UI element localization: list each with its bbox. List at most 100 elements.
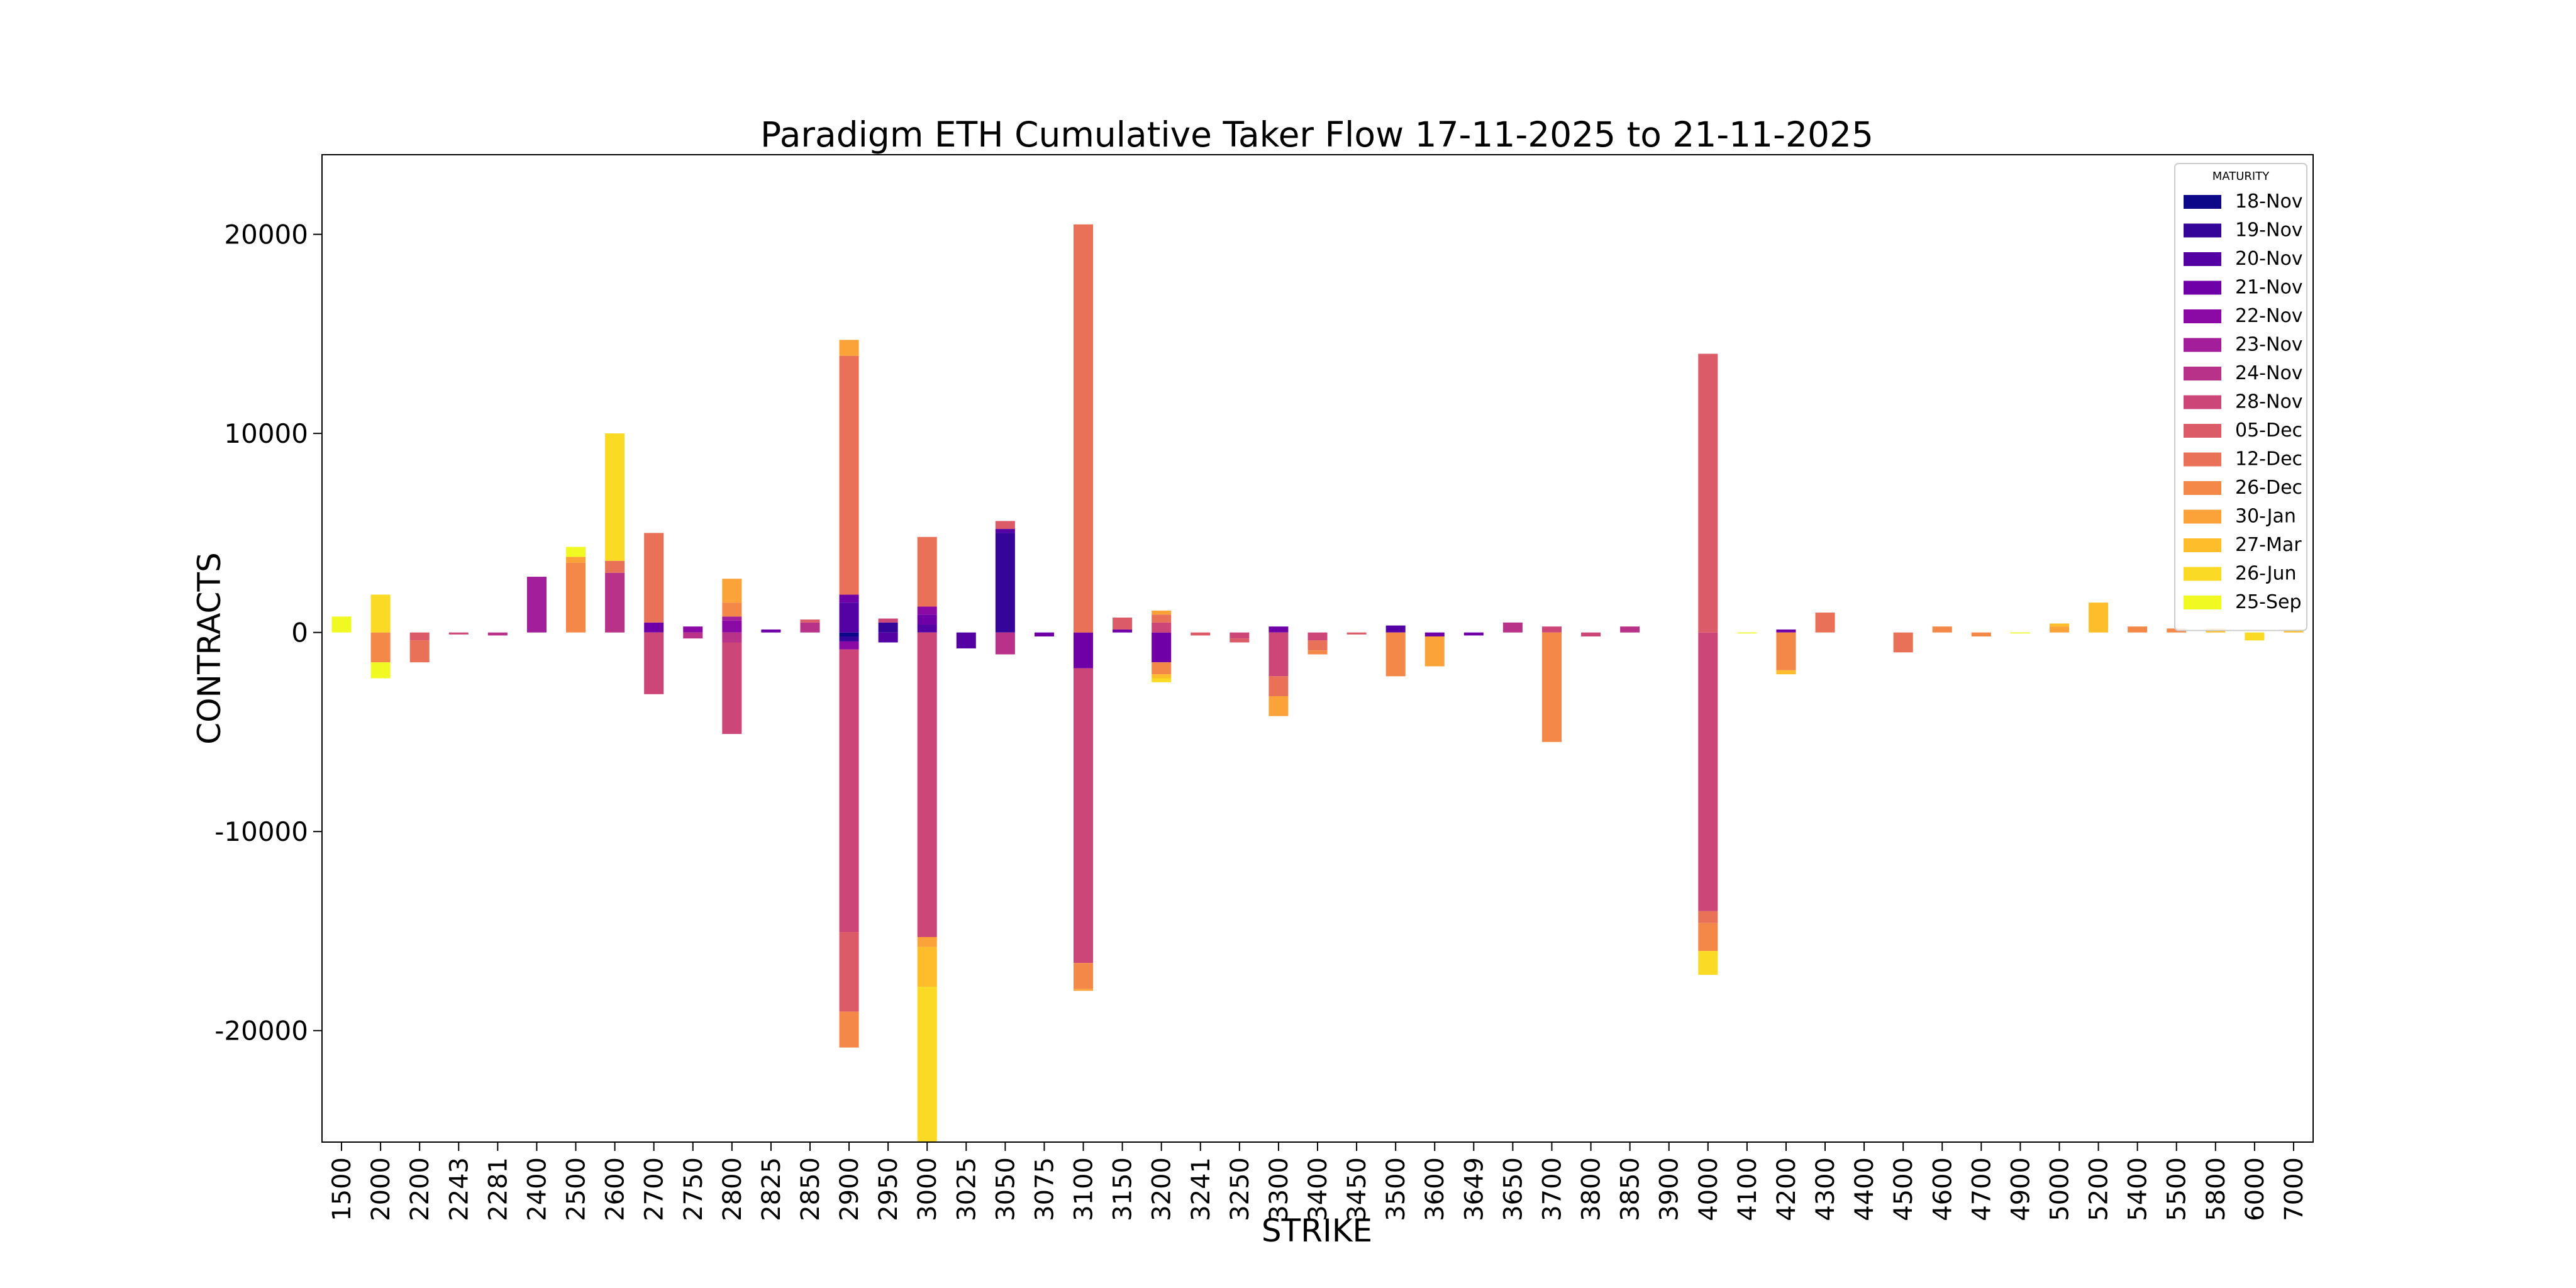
x-tick-label: 4000 [1694, 1157, 1723, 1221]
bar-segment-3100-21-Nov [1074, 632, 1094, 669]
x-tick-label: 5400 [2124, 1157, 2153, 1221]
bar-segment-2900-28-Nov [839, 649, 859, 933]
bar-segment-3000-27-Mar [917, 947, 937, 987]
bar-segment-3200-26-Dec [1152, 662, 1172, 675]
bar-segment-4000-26-Jun [1698, 951, 1718, 975]
y-tick-label: 10000 [224, 418, 308, 449]
bar-segment-3200-30-Jan [1152, 610, 1172, 615]
x-tick-label: 3800 [1577, 1157, 1606, 1221]
bar-segment-4500-12-Dec [1893, 632, 1913, 653]
bar-segment-4000-12-Dec [1698, 911, 1718, 923]
bar-segment-2200-12-Dec [409, 640, 430, 663]
bar-segment-2900-18-Nov [839, 632, 859, 637]
bar-segment-3050-20-Nov [995, 529, 1015, 533]
bar-segment-3150-05-Dec [1113, 617, 1133, 630]
x-tick-label: 5200 [2085, 1157, 2114, 1221]
x-tick-label: 4900 [2006, 1157, 2035, 1221]
x-tick-label: 2950 [874, 1157, 903, 1221]
bar-segment-2000-26-Dec [370, 632, 391, 663]
bar-segment-4200-27-Mar [1776, 670, 1796, 675]
bar-segment-3650-24-Nov [1502, 622, 1523, 633]
x-axis: 1500 2000 2200 2243 2281 2400 2500 2600 2700 2750… [328, 1142, 2309, 1221]
x-tick-label: 3600 [1421, 1157, 1450, 1221]
bar-segment-2800-26-Dec [722, 602, 742, 617]
bar-segment-2850-24-Nov [800, 622, 820, 633]
bar-segment-2900-22-Nov [839, 641, 859, 650]
legend-label-18-Nov: 18-Nov [2235, 191, 2303, 213]
legend-swatch-20-Nov [2184, 252, 2221, 266]
legend-swatch-28-Nov [2184, 395, 2221, 409]
legend-label-23-Nov: 23-Nov [2235, 334, 2303, 356]
bar-segment-3200-27-Mar [1152, 674, 1172, 679]
y-tick-label: -10000 [214, 816, 308, 847]
bar-segment-3400-26-Dec [1307, 650, 1328, 655]
bar-segment-3250-28-Nov [1230, 632, 1250, 639]
x-tick-label: 3700 [1538, 1157, 1567, 1221]
x-tick-label: 2750 [679, 1157, 708, 1221]
bar-segment-3300-28-Nov [1269, 632, 1289, 677]
bar-segment-4600-26-Dec [1932, 626, 1952, 633]
bar-segment-2800-22-Nov [722, 620, 742, 633]
legend-swatch-25-Sep [2184, 596, 2221, 609]
bar-segment-2600-24-Nov [605, 572, 625, 633]
bar-segment-2600-12-Dec [605, 560, 625, 573]
bar-segment-2800-23-Nov [722, 616, 742, 621]
bars-layer [331, 224, 2304, 1142]
bar-segment-3300-12-Dec [1269, 676, 1289, 696]
legend: MATURITY 18-Nov 19-Nov 20-Nov 21-Nov 22-Nov 23… [2174, 163, 2307, 631]
legend-swatch-27-Mar [2184, 538, 2221, 552]
bar-segment-3241-05-Dec [1191, 632, 1211, 636]
bar-segment-3000-28-Nov [917, 632, 937, 937]
bar-segment-5200-27-Mar [2089, 602, 2109, 633]
x-tick-label: 3250 [1226, 1157, 1255, 1221]
x-tick-label: 2700 [640, 1157, 669, 1221]
bar-segment-3850-24-Nov [1620, 626, 1640, 633]
bar-segment-2200-05-Dec [409, 632, 430, 641]
bar-segment-3000-20-Nov [917, 625, 937, 633]
bar-segment-2243-28-Nov [448, 632, 469, 635]
legend-label-30-Jan: 30-Jan [2235, 506, 2296, 528]
x-tick-label: 3200 [1148, 1157, 1177, 1221]
x-tick-label: 2900 [835, 1157, 864, 1221]
legend-swatch-26-Jun [2184, 567, 2221, 581]
bar-segment-2900-05-Dec [839, 932, 859, 1012]
legend-label-27-Mar: 27-Mar [2235, 534, 2302, 556]
bar-segment-3200-26-Jun [1152, 678, 1172, 682]
bar-segment-2950-28-Nov [878, 618, 898, 623]
legend-label-25-Sep: 25-Sep [2235, 591, 2302, 613]
x-tick-label: 2600 [601, 1157, 630, 1221]
bar-segment-3100-30-Jan [1074, 989, 1094, 991]
x-tick-label: 2500 [562, 1157, 591, 1221]
x-tick-label: 3241 [1187, 1157, 1216, 1221]
legend-swatch-30-Jan [2184, 509, 2221, 524]
x-tick-label: 3850 [1616, 1157, 1645, 1221]
bar-segment-2750-22-Nov [683, 626, 703, 633]
bar-segment-2900-21-Nov [839, 594, 859, 603]
bar-segment-3500-20-Nov [1385, 625, 1406, 633]
bar-segment-3200-12-Dec [1152, 614, 1172, 623]
bar-segment-3100-12-Dec [1074, 224, 1094, 633]
legend-swatch-23-Nov [2184, 338, 2221, 352]
bar-segment-4100-25-Sep [1737, 632, 1757, 634]
bar-segment-3050-24-Nov [995, 632, 1015, 655]
x-tick-label: 4100 [1733, 1157, 1762, 1221]
bar-segment-2950-19-Nov [878, 622, 898, 633]
bar-segment-2600-26-Jun [605, 433, 625, 561]
x-tick-label: 2243 [445, 1157, 474, 1221]
y-tick-label: 0 [291, 618, 308, 648]
x-axis-label: STRIKE [1262, 1213, 1372, 1249]
bar-segment-3150-21-Nov [1113, 629, 1133, 633]
x-tick-label: 3900 [1655, 1157, 1684, 1221]
x-tick-label: 4600 [1928, 1157, 1957, 1221]
bar-segment-3600-21-Nov [1424, 632, 1445, 637]
legend-swatch-22-Nov [2184, 309, 2221, 323]
bar-segment-2500-30-Jan [565, 557, 586, 563]
y-axis-label: CONTRACTS [191, 552, 228, 744]
bar-segment-3500-26-Dec [1385, 632, 1406, 677]
x-tick-label: 2400 [523, 1157, 552, 1221]
x-tick-label: 5800 [2202, 1157, 2231, 1221]
bar-segment-3649-21-Nov [1463, 632, 1484, 636]
bar-segment-3400-12-Dec [1307, 640, 1328, 651]
y-axis: -20000 -10000 0 10000 20000 [214, 219, 322, 1046]
bar-segment-2400-23-Nov [526, 577, 547, 633]
